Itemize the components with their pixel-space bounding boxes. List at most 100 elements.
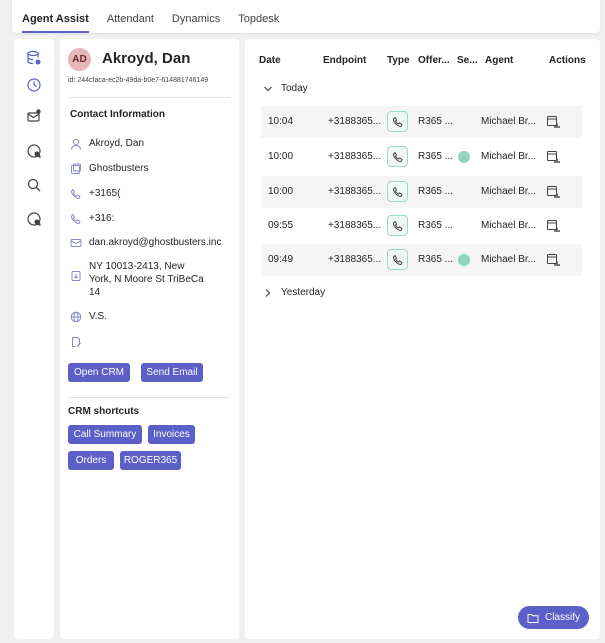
search-icon[interactable] [25,176,43,194]
header-actions: Actions [549,55,586,66]
tab-agent-assist[interactable]: Agent Assist [22,13,89,33]
shortcut-invoices[interactable]: Invoices [148,425,195,444]
mail-notification-icon[interactable] [25,107,43,125]
company-icon [71,163,81,174]
cell-endpoint: +3188365... [328,116,382,127]
chat-history-icon[interactable] [25,142,43,160]
phone-icon [70,213,81,225]
conversation-details-icon[interactable] [546,150,560,164]
table-row[interactable]: 10:04 +3188365... R365 ... Michael Br... [261,106,582,138]
divider [68,97,230,98]
group-yesterday[interactable]: Yesterday [263,287,325,298]
info-name: Akroyd, Dan [89,138,145,149]
phone-icon [392,254,403,265]
contact-name: Akroyd, Dan [102,50,191,67]
group-yesterday-label: Yesterday [281,287,326,298]
phone-call-type-button[interactable] [387,181,408,202]
conversation-details-icon[interactable] [546,115,560,129]
info-notes-row[interactable] [70,335,235,348]
cell-agent: Michael Br... [481,254,537,265]
cell-time: 09:49 [268,254,294,265]
header-agent[interactable]: Agent [485,55,514,66]
header-offer[interactable]: Offer... [418,55,450,66]
cell-time: 10:04 [268,116,294,127]
cell-endpoint: +3188365... [328,151,382,162]
folder-icon [527,613,539,623]
cell-offer: R365 ... [418,220,454,231]
header-endpoint[interactable]: Endpoint [323,55,367,66]
mail-icon [70,239,82,247]
database-icon[interactable] [25,49,43,67]
phone-icon [392,186,403,197]
history-icon[interactable] [25,76,43,94]
group-today-label: Today [281,83,308,94]
phone-call-type-button[interactable] [387,249,408,270]
phone-icon [392,220,403,231]
left-rail [14,39,54,639]
cell-offer: R365 ... [418,186,454,197]
conversation-details-icon[interactable] [546,219,560,233]
cell-agent: Michael Br... [481,186,537,197]
open-crm-button[interactable]: Open CRM [68,363,130,382]
chevron-right-icon [265,288,271,297]
tab-dynamics[interactable]: Dynamics [171,13,221,25]
info-phone1-row[interactable]: +3165( [70,187,235,200]
avatar: AD [68,48,91,71]
top-tab-bar: Agent Assist Attendant Dynamics Topdesk [12,0,600,33]
send-email-button[interactable]: Send Email [141,363,203,382]
info-website-row[interactable]: V.S. [70,310,235,323]
globe-icon [70,311,82,323]
phone-call-type-button[interactable] [387,215,408,236]
shortcut-call-summary[interactable]: Call Summary [68,425,142,444]
person-icon [71,139,81,150]
contact-info-title: Contact Information [70,109,165,120]
header-sentiment[interactable]: Se... [457,55,478,66]
sentiment-neutral-icon [458,151,470,163]
address-icon [71,271,81,281]
cell-agent: Michael Br... [481,151,537,162]
sentiment-neutral-icon [458,254,470,266]
cell-endpoint: +3188365... [328,220,382,231]
table-row[interactable]: 10:00 +3188365... R365 ... Michael Br... [261,141,582,173]
cell-endpoint: +3188365... [328,254,382,265]
classify-label: Classify [544,612,580,623]
phone-icon [70,188,81,200]
table-row[interactable]: 10:00 +3188365... R365 ... Michael Br... [261,176,582,208]
header-date[interactable]: Date [259,55,281,66]
info-address-row: NY 10013-2413, New York, N Moore St TriB… [70,260,235,299]
cell-offer: R365 ... [418,116,454,127]
cell-time: 09:55 [268,220,294,231]
info-phone1[interactable]: +3165( [89,188,121,199]
info-email-row[interactable]: dan.akroyd@ghostbusters.inc [70,236,235,249]
tab-topdesk[interactable]: Topdesk [238,13,280,25]
info-phone2[interactable]: +316: [89,213,115,224]
info-email[interactable]: dan.akroyd@ghostbusters.inc [89,237,222,248]
shortcut-orders[interactable]: Orders [68,451,114,470]
cell-agent: Michael Br... [481,220,537,231]
info-address: NY 10013-2413, New York, N Moore St TriB… [89,261,204,298]
classify-button[interactable]: Classify [518,606,589,629]
table-row[interactable]: 09:55 +3188365... R365 ... Michael Br... [261,210,582,242]
header-type[interactable]: Type [387,55,410,66]
info-website[interactable]: V.S. [89,311,107,322]
info-phone2-row[interactable]: +316: [70,212,235,225]
tab-attendant[interactable]: Attendant [106,13,154,25]
note-edit-icon[interactable] [70,336,82,348]
info-company-row: Ghostbusters [70,162,235,175]
phone-icon [392,116,403,127]
cell-time: 10:00 [268,151,294,162]
divider [68,397,230,398]
shortcut-roger365[interactable]: ROGER365 [120,451,181,470]
conversation-details-icon[interactable] [546,185,560,199]
chat-settings-icon[interactable] [25,210,43,228]
group-today[interactable]: Today [263,83,308,94]
contact-id: id: 244cfaca-ec2b-49da-b0e7-614881746149 [68,77,209,84]
contact-panel: AD Akroyd, Dan id: 244cfaca-ec2b-49da-b0… [60,39,239,639]
phone-call-type-button[interactable] [387,146,408,167]
phone-call-type-button[interactable] [387,111,408,132]
chevron-down-icon [264,86,272,91]
cell-endpoint: +3188365... [328,186,382,197]
cell-agent: Michael Br... [481,116,537,127]
table-row[interactable]: 09:49 +3188365... R365 ... Michael Br... [261,244,582,276]
conversation-details-icon[interactable] [546,253,560,267]
